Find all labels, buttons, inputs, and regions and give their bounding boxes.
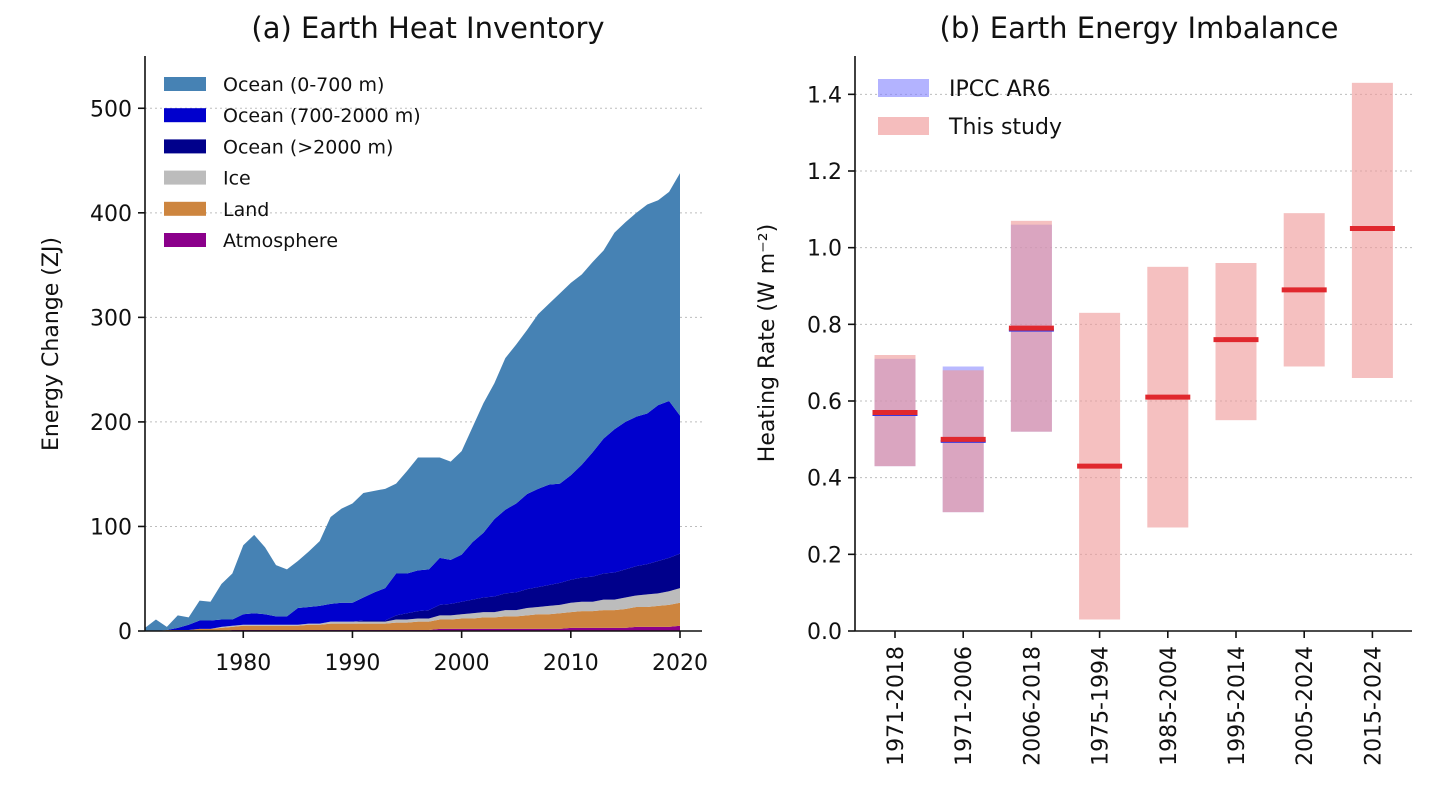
x-tick-label-b-2006-2018: 2006-2018 [1020, 646, 1045, 766]
y-axis-label-a: Energy Change (ZJ) [39, 237, 64, 451]
x-tick-labels-a: 1980 1990 2000 2010 2020 [215, 631, 708, 676]
legend-label-land: Land [223, 199, 269, 221]
x-tick-label-b-2005-2024: 2005-2024 [1293, 646, 1318, 766]
chart-title-a: (a) Earth Heat Inventory [251, 11, 604, 45]
legend-swatch-ocean-700-2000-m [164, 108, 206, 123]
x-tick-label-a-1990: 1990 [324, 651, 380, 676]
legend-label-ocean-700-2000-m: Ocean (700-2000 m) [223, 105, 421, 127]
legend-swatch-land [164, 201, 206, 216]
legend-a: Ocean (0-700 m) Ocean (700-2000 m) Ocean (… [164, 74, 421, 252]
x-tick-label-a-1980: 1980 [215, 651, 271, 676]
legend-label-ocean-2000-m: Ocean (>2000 m) [223, 136, 393, 158]
y-tick-label-b-0.4: 0.4 [807, 467, 842, 492]
y-tick-label-a-500: 500 [90, 97, 132, 122]
area-ocean-2000-m [145, 553, 680, 631]
chart-title-b: (b) Earth Energy Imbalance [940, 11, 1339, 45]
axes-a [144, 56, 702, 632]
y-tick-labels-b: 0.0 0.2 0.4 0.6 0.8 1.0 1.2 1.4 [807, 83, 855, 645]
stacked-areas-a [145, 173, 680, 631]
x-tick-label-b-1971-2018: 1971-2018 [884, 646, 909, 766]
x-tick-label-b-1975-1994: 1975-1994 [1089, 646, 1114, 766]
y-tick-label-a-100: 100 [90, 515, 132, 540]
legend-swatch-ice [164, 170, 206, 185]
legend-label-ipcc-ar6: IPCC AR6 [949, 77, 1051, 102]
y-axis-label-b: Heating Rate (W m⁻²) [755, 224, 780, 462]
panel-earth-heat-inventory: (a) Earth Heat Inventory 0 100 200 300 400 50… [39, 11, 708, 676]
legend-label-ocean-0-700-m: Ocean (0-700 m) [223, 74, 384, 96]
area-ocean-0-700-m [145, 173, 680, 631]
legend-b: IPCC AR6 This study [878, 77, 1062, 140]
grid-b [855, 93, 1412, 555]
y-tick-label-a-200: 200 [90, 411, 132, 436]
x-tick-label-a-2000: 2000 [434, 651, 490, 676]
legend-swatch-atmosphere [164, 233, 206, 247]
x-tick-label-a-2010: 2010 [543, 651, 599, 676]
x-tick-label-b-1971-2006: 1971-2006 [952, 646, 977, 766]
bars-b [872, 82, 1395, 620]
y-tick-label-b-1.2: 1.2 [807, 160, 842, 185]
area-atmosphere [145, 625, 680, 631]
axes-b [854, 56, 1412, 632]
x-tick-labels-b: 1971-2018 1971-2006 2006-2018 1975-1994 1985… [884, 631, 1386, 766]
x-tick-label-b-1985-2004: 1985-2004 [1157, 646, 1182, 766]
y-tick-label-a-0: 0 [118, 620, 132, 645]
area-land [145, 602, 680, 631]
y-tick-label-b-0.2: 0.2 [807, 543, 842, 568]
y-tick-label-b-0.8: 0.8 [807, 313, 842, 338]
area-ocean-700-2000-m [145, 401, 680, 631]
legend-swatch-ocean-0-700-m [164, 77, 206, 91]
x-tick-label-a-2020: 2020 [652, 651, 708, 676]
y-tick-label-b-1.0: 1.0 [807, 237, 842, 262]
y-tick-label-a-400: 400 [90, 202, 132, 227]
x-tick-label-b-1995-2014: 1995-2014 [1225, 646, 1250, 766]
legend-swatch-ocean-2000-m [164, 139, 206, 154]
y-tick-labels-a: 0 100 200 300 400 500 [90, 97, 145, 645]
y-tick-label-b-1.4: 1.4 [807, 83, 842, 108]
legend-label-ice: Ice [223, 168, 251, 190]
x-tick-label-b-2015-2024: 2015-2024 [1361, 646, 1386, 766]
y-tick-label-a-300: 300 [90, 306, 132, 331]
panel-earth-energy-imbalance: (b) Earth Energy Imbalance 0.00.20.40.60… [755, 11, 1412, 766]
legend-label-atmosphere: Atmosphere [223, 230, 338, 252]
legend-swatch-this-study [878, 117, 929, 135]
area-ice [145, 588, 680, 631]
legend-swatch-ipcc-ar6 [878, 79, 929, 97]
legend-label-this-study: This study [948, 115, 1062, 140]
y-tick-label-b-0.6: 0.6 [807, 390, 842, 415]
y-tick-label-b-0.0: 0.0 [807, 620, 842, 645]
